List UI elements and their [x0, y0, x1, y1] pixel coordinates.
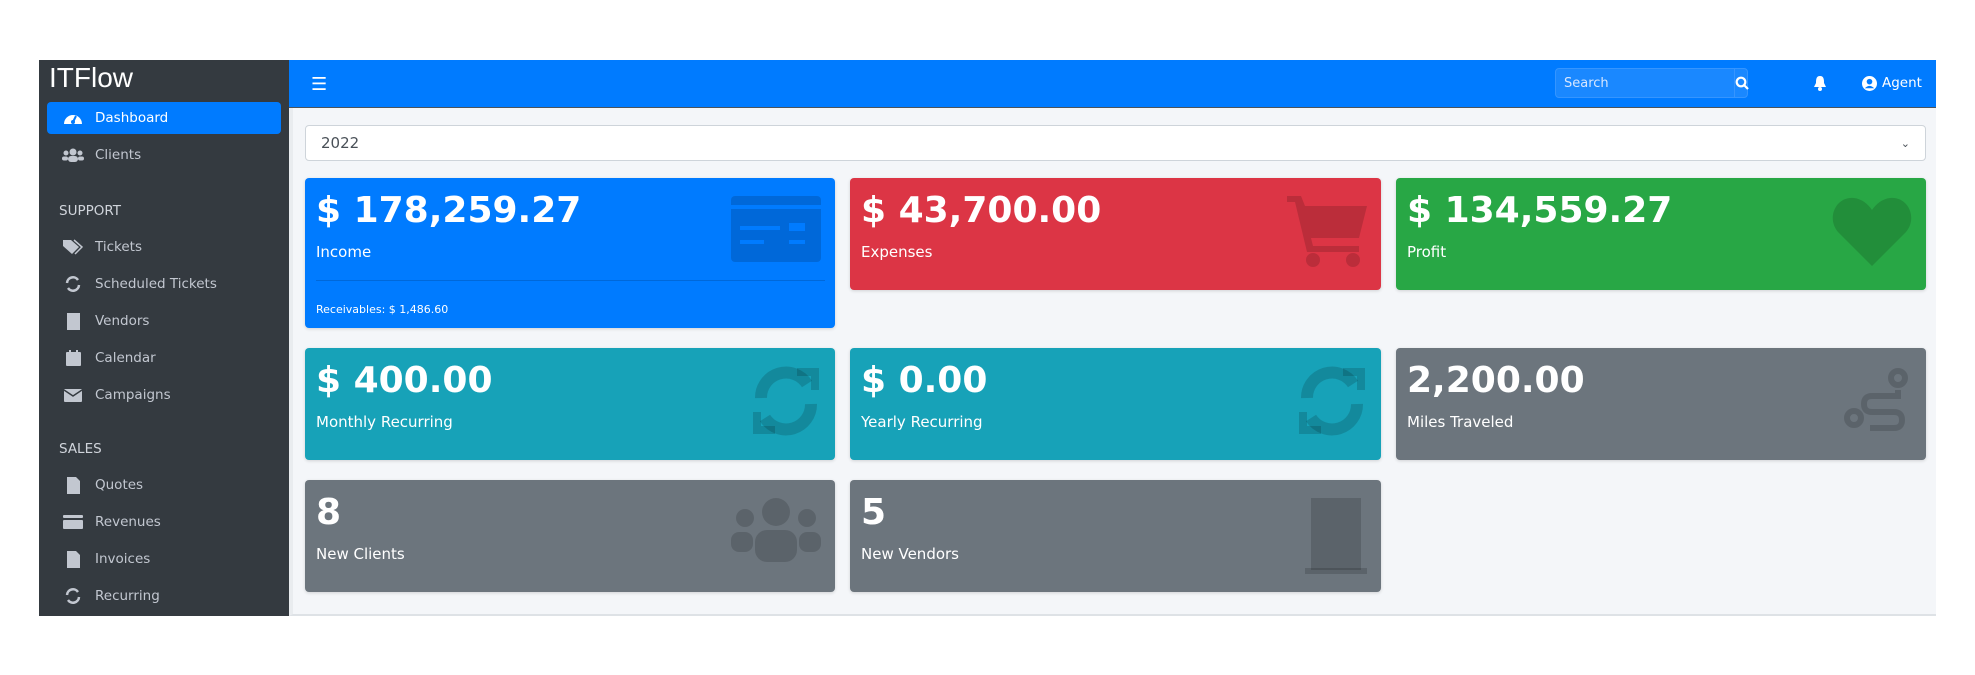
file-invoice-dollar-icon — [61, 550, 85, 568]
tags-icon — [61, 239, 85, 255]
stat-value: $ 0.00 — [861, 360, 988, 401]
stat-label: Expenses — [861, 243, 933, 261]
brand-logo[interactable]: ITFlow — [49, 62, 133, 93]
envelope-icon — [61, 388, 85, 402]
stat-value: 5 — [861, 492, 887, 533]
shopping-cart-icon — [1287, 196, 1367, 272]
stat-value: 2,200.00 — [1407, 360, 1585, 401]
stat-value: $ 400.00 — [316, 360, 493, 401]
stat-card-income[interactable]: $ 178,259.27 Income Receivables: $ 1,486.6… — [305, 178, 835, 328]
sidebar-item-label: Recurring — [95, 588, 160, 604]
stat-card-profit[interactable]: $ 134,559.27 Profit — [1396, 178, 1926, 290]
sidebar-item-label: Dashboard — [95, 110, 169, 126]
heart-icon — [1832, 196, 1912, 270]
sidebar-item-invoices[interactable]: Invoices — [47, 543, 281, 575]
sync-icon — [1297, 366, 1367, 440]
stat-value: $ 43,700.00 — [861, 190, 1102, 231]
user-menu[interactable]: Agent — [1862, 75, 1922, 91]
stat-value: $ 134,559.27 — [1407, 190, 1673, 231]
file-icon — [61, 476, 85, 494]
sidebar-item-label: Clients — [95, 147, 142, 163]
sidebar-item-calendar[interactable]: Calendar — [47, 342, 281, 374]
stat-value: $ 178,259.27 — [316, 190, 582, 231]
sidebar-item-label: Quotes — [95, 477, 144, 493]
search-input[interactable] — [1556, 69, 1734, 97]
stat-label: Income — [316, 243, 372, 261]
user-circle-icon — [1862, 75, 1877, 91]
sync-icon — [61, 276, 85, 292]
sidebar-item-scheduled-tickets[interactable]: Scheduled Tickets — [47, 268, 281, 300]
divider — [316, 280, 825, 281]
sidebar-item-label: Vendors — [95, 313, 150, 329]
sync-icon — [751, 366, 821, 440]
sidebar-item-recurring[interactable]: Recurring — [47, 580, 281, 612]
stat-value: 8 — [316, 492, 342, 533]
sidebar-item-label: Revenues — [95, 514, 161, 530]
search-button[interactable] — [1734, 69, 1749, 97]
menu-toggle-icon[interactable]: ☰ — [311, 74, 328, 95]
sidebar-item-clients[interactable]: Clients — [47, 139, 281, 171]
stat-card-new-vendors[interactable]: 5 New Vendors — [850, 480, 1381, 592]
stat-label: New Vendors — [861, 545, 959, 563]
sidebar-item-campaigns[interactable]: Campaigns — [47, 379, 281, 411]
stat-card-monthly-recurring[interactable]: $ 400.00 Monthly Recurring — [305, 348, 835, 460]
sidebar-item-quotes[interactable]: Quotes — [47, 469, 281, 501]
stat-label: Monthly Recurring — [316, 413, 453, 431]
sidebar-item-label: Tickets — [95, 239, 142, 255]
stat-label: New Clients — [316, 545, 405, 563]
users-icon — [731, 498, 821, 566]
stat-label: Profit — [1407, 243, 1447, 261]
sidebar-item-label: Campaigns — [95, 387, 171, 403]
credit-card-icon — [731, 196, 821, 266]
stat-card-miles-traveled[interactable]: 2,200.00 Miles Traveled — [1396, 348, 1926, 460]
sidebar-item-label: Invoices — [95, 551, 151, 567]
notifications-bell-icon[interactable] — [1813, 75, 1827, 95]
stat-card-yearly-recurring[interactable]: $ 0.00 Yearly Recurring — [850, 348, 1381, 460]
top-navbar: ☰ Agent — [289, 60, 1936, 108]
user-name: Agent — [1882, 75, 1922, 91]
year-select-value: 2022 — [321, 134, 360, 152]
credit-card-icon — [61, 515, 85, 529]
sidebar-item-vendors[interactable]: Vendors — [47, 305, 281, 337]
stat-card-new-clients[interactable]: 8 New Clients — [305, 480, 835, 592]
year-select[interactable]: 2022 ⌄ — [305, 125, 1926, 161]
search-icon — [1735, 76, 1749, 90]
sync-icon — [61, 588, 85, 604]
sidebar-item-dashboard[interactable]: Dashboard — [47, 102, 281, 134]
stat-card-expenses[interactable]: $ 43,700.00 Expenses — [850, 178, 1381, 290]
route-icon — [1842, 366, 1912, 440]
users-icon — [61, 148, 85, 162]
sidebar-item-tickets[interactable]: Tickets — [47, 231, 281, 263]
calendar-icon — [61, 350, 85, 366]
tachometer-icon — [61, 110, 85, 126]
stat-label: Miles Traveled — [1407, 413, 1514, 431]
sidebar: ITFlow Dashboard Clients SUPPORT Tickets… — [39, 60, 289, 616]
sidebar-item-label: Calendar — [95, 350, 156, 366]
chevron-down-icon: ⌄ — [1900, 136, 1910, 150]
building-icon — [1305, 498, 1367, 578]
sidebar-item-revenues[interactable]: Revenues — [47, 506, 281, 538]
building-icon — [61, 312, 85, 330]
receivables-text: Receivables: $ 1,486.60 — [316, 303, 449, 316]
search-form — [1555, 68, 1749, 98]
sidebar-item-label: Scheduled Tickets — [95, 276, 217, 292]
stat-label: Yearly Recurring — [861, 413, 983, 431]
section-header-sales: SALES — [59, 441, 102, 457]
section-header-support: SUPPORT — [59, 203, 122, 219]
